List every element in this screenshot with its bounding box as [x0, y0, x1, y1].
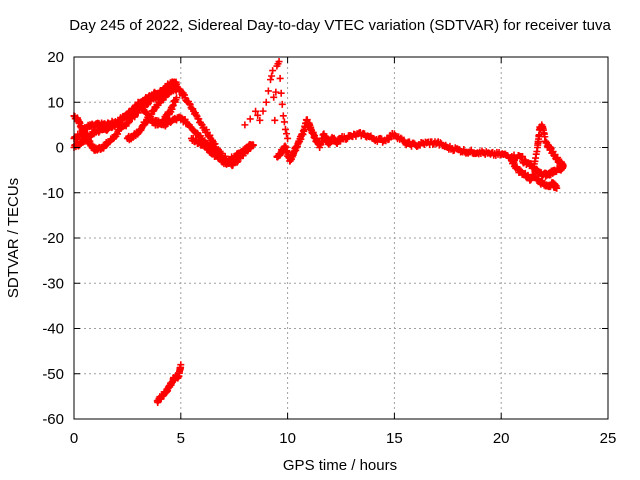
trail-point-spikes: [259, 107, 267, 115]
trail-point-arc-d: [186, 100, 194, 108]
grid-lines: [74, 57, 608, 419]
trail-point-spikes: [270, 93, 278, 101]
trail-point-spikes: [268, 72, 276, 80]
trail-point-arc-d: [197, 120, 205, 128]
data-point-arc-c: [147, 94, 155, 102]
y-tick-label: 0: [56, 140, 64, 157]
y-tick-label: -20: [42, 230, 64, 247]
trail-point-arc-d: [211, 140, 219, 148]
y-tick-label: -60: [42, 411, 64, 428]
y-tick-label: 10: [47, 94, 64, 111]
data-point-arc-g: [173, 94, 181, 102]
x-axis-label: GPS time / hours: [283, 457, 397, 474]
y-tick-label: -30: [42, 275, 64, 292]
y-tick-label: 20: [47, 49, 64, 66]
trail-point-spikes: [254, 111, 262, 119]
data-point-arc-f: [245, 144, 253, 151]
data-point-spikes: [256, 116, 264, 124]
trail-point-spikes: [264, 87, 272, 95]
trail-point-arc-e: [207, 142, 215, 150]
x-tick-label: 5: [177, 430, 185, 447]
x-tick-label: 0: [70, 430, 78, 447]
data-point-spikes: [262, 98, 270, 106]
data-point-arc-e: [249, 141, 257, 149]
trail-point-spikes: [276, 74, 284, 82]
trail-point-arc-c: [118, 116, 126, 124]
trail-point-arc-e: [233, 158, 241, 166]
trail-point-spikes: [283, 130, 291, 138]
data-point-end-c: [553, 184, 561, 192]
axis-ticks: 0 5 10 15 20 25 20 10 0 -10 -20 -30 -40 -50 -60: [42, 49, 616, 447]
trail-point-tail: [342, 135, 350, 143]
y-axis-label: SDTVAR / TECUs: [5, 178, 22, 298]
x-tick-label: 20: [493, 430, 510, 447]
trail-point-spikes: [272, 88, 280, 96]
plot-frame: [73, 56, 609, 420]
trail-point-spikes: [278, 100, 286, 108]
y-tick-label: -50: [42, 366, 64, 383]
data-point-spikes: [284, 134, 292, 142]
data-point-spikes: [269, 67, 277, 75]
x-tick-label: 10: [279, 430, 296, 447]
data-point-spikes: [279, 112, 287, 120]
y-tick-label: -10: [42, 185, 64, 202]
data-point-spikes: [281, 125, 289, 133]
x-tick-label: 15: [386, 430, 403, 447]
trail-point-spikes: [280, 118, 288, 126]
data-points: [70, 58, 567, 406]
data-point-spikes: [252, 107, 260, 115]
data-point-spikes: [275, 58, 283, 66]
data-point-spikes: [267, 76, 275, 84]
data-point-outlier: [177, 361, 185, 369]
trail-point-spikes: [246, 115, 254, 123]
chart-title: Day 245 of 2022, Sidereal Day-to-day VTE…: [69, 17, 611, 34]
y-tick-label: -40: [42, 321, 64, 338]
data-point-spikes: [241, 121, 249, 129]
x-tick-label: 25: [600, 430, 617, 447]
data-point-spikes: [277, 89, 285, 97]
data-point-end-b: [559, 162, 567, 170]
trail-point-arc-d: [206, 131, 214, 139]
data-point-spikes: [271, 116, 279, 124]
trail-point-arc-d: [192, 111, 200, 119]
